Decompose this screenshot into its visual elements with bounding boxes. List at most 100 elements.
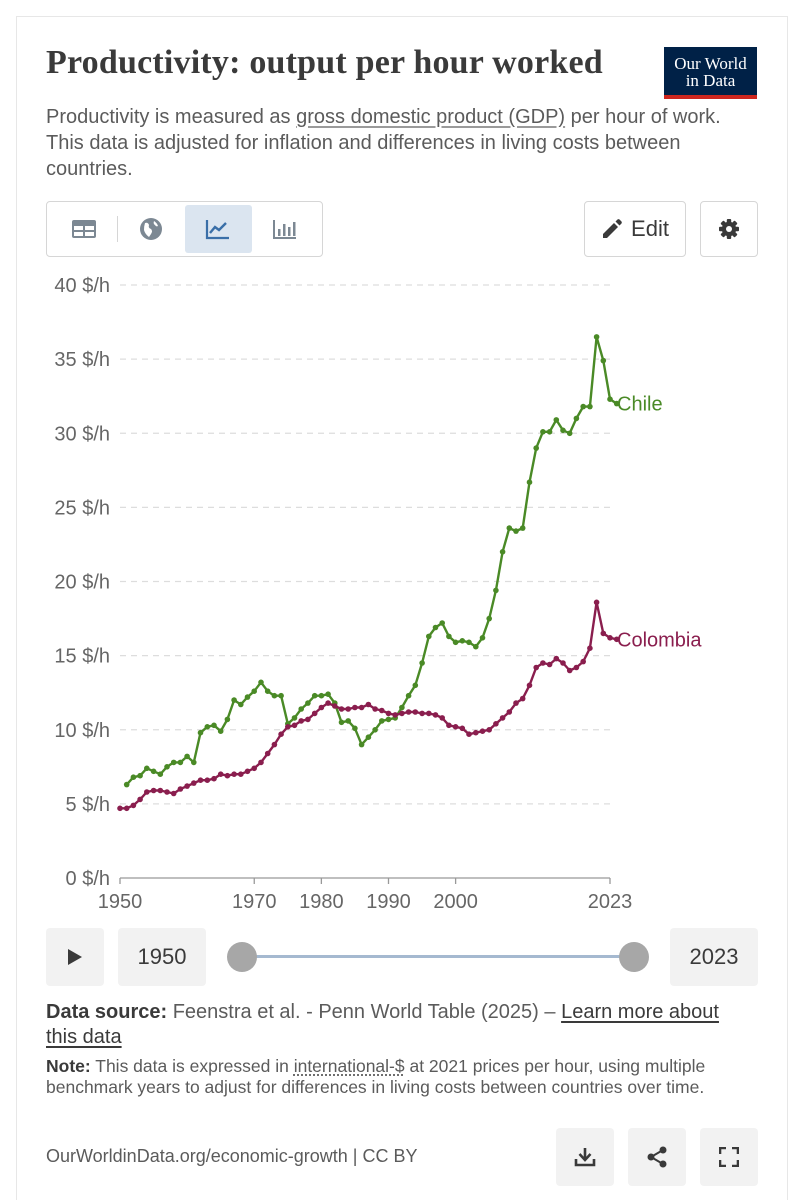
data-point-colombia[interactable] <box>217 771 224 777</box>
data-point-chile[interactable] <box>560 427 566 434</box>
data-point-chile[interactable] <box>184 753 190 760</box>
data-point-chile[interactable] <box>506 525 513 531</box>
data-point-chile[interactable] <box>493 587 499 594</box>
data-point-chile[interactable] <box>144 765 150 772</box>
data-point-chile[interactable] <box>271 692 278 699</box>
data-point-colombia[interactable] <box>197 777 204 783</box>
series-line-chile[interactable] <box>125 335 618 786</box>
data-point-chile[interactable] <box>123 781 130 788</box>
data-point-chile[interactable] <box>580 403 586 410</box>
data-point-colombia[interactable] <box>499 715 506 721</box>
data-point-chile[interactable] <box>325 691 331 697</box>
data-point-colombia[interactable] <box>291 722 298 729</box>
data-point-chile[interactable] <box>358 741 365 748</box>
data-point-chile[interactable] <box>519 525 526 531</box>
data-point-colombia[interactable] <box>365 701 372 708</box>
data-point-colombia[interactable] <box>546 661 553 668</box>
data-point-colombia[interactable] <box>164 789 170 795</box>
data-point-colombia[interactable] <box>231 771 237 777</box>
gdp-link[interactable]: gross domestic product (GDP) <box>296 106 566 128</box>
data-point-colombia[interactable] <box>385 710 392 717</box>
tab-table[interactable] <box>50 205 117 253</box>
data-point-chile[interactable] <box>311 692 318 699</box>
data-point-colombia[interactable] <box>258 759 264 766</box>
owid-logo[interactable]: Our World in Data <box>664 47 757 99</box>
data-point-chile[interactable] <box>546 429 553 435</box>
data-point-colombia[interactable] <box>204 777 211 783</box>
data-point-colombia[interactable] <box>560 660 566 666</box>
data-point-colombia[interactable] <box>573 664 580 671</box>
data-point-chile[interactable] <box>372 727 378 733</box>
data-point-colombia[interactable] <box>332 703 338 709</box>
end-year-box[interactable]: 2023 <box>670 928 758 986</box>
data-point-colombia[interactable] <box>184 783 190 789</box>
data-point-chile[interactable] <box>379 718 385 724</box>
data-point-chile[interactable] <box>426 633 432 640</box>
data-point-colombia[interactable] <box>285 724 291 730</box>
data-point-chile[interactable] <box>533 445 539 451</box>
data-point-colombia[interactable] <box>412 709 419 715</box>
data-point-colombia[interactable] <box>540 660 546 666</box>
data-point-chile[interactable] <box>439 620 446 626</box>
data-point-colombia[interactable] <box>479 728 486 734</box>
data-point-chile[interactable] <box>593 334 600 340</box>
data-point-chile[interactable] <box>499 549 506 555</box>
data-point-chile[interactable] <box>157 771 164 777</box>
data-point-chile[interactable] <box>338 719 345 726</box>
learn-more-link[interactable]: Learn more about this data <box>46 1001 719 1048</box>
data-point-colombia[interactable] <box>123 805 130 812</box>
data-point-colombia[interactable] <box>305 716 311 723</box>
data-point-chile[interactable] <box>352 725 358 732</box>
tab-map[interactable] <box>118 205 185 253</box>
data-point-colombia[interactable] <box>191 780 197 786</box>
data-point-colombia[interactable] <box>150 787 157 794</box>
data-point-chile[interactable] <box>553 417 560 423</box>
data-point-chile[interactable] <box>238 701 244 708</box>
fullscreen-button[interactable] <box>700 1128 758 1186</box>
data-point-chile[interactable] <box>137 772 143 779</box>
data-point-chile[interactable] <box>204 724 211 730</box>
data-point-chile[interactable] <box>432 624 439 631</box>
data-point-chile[interactable] <box>607 396 613 403</box>
data-point-colombia[interactable] <box>473 729 479 736</box>
data-point-chile[interactable] <box>264 688 271 694</box>
data-point-colombia[interactable] <box>506 709 513 715</box>
data-point-colombia[interactable] <box>513 700 519 706</box>
data-point-chile[interactable] <box>466 639 472 646</box>
data-point-chile[interactable] <box>318 692 325 699</box>
data-point-colombia[interactable] <box>587 645 593 651</box>
data-point-colombia[interactable] <box>224 772 231 779</box>
data-point-colombia[interactable] <box>298 718 305 724</box>
data-point-chile[interactable] <box>177 759 184 766</box>
data-point-chile[interactable] <box>305 700 311 706</box>
data-point-chile[interactable] <box>258 679 264 686</box>
data-point-colombia[interactable] <box>345 706 352 712</box>
data-point-chile[interactable] <box>345 718 352 724</box>
download-button[interactable] <box>556 1128 614 1186</box>
data-point-colombia[interactable] <box>392 712 399 718</box>
data-point-colombia[interactable] <box>466 731 472 737</box>
data-point-chile[interactable] <box>419 660 425 666</box>
data-point-colombia[interactable] <box>446 722 452 729</box>
international-dollar-link[interactable]: international-$ <box>293 1056 405 1076</box>
data-point-chile[interactable] <box>191 759 197 766</box>
data-point-colombia[interactable] <box>352 704 358 711</box>
data-point-chile[interactable] <box>587 403 593 410</box>
data-point-chile[interactable] <box>513 528 519 534</box>
edit-button[interactable]: Edit <box>584 201 686 257</box>
data-point-chile[interactable] <box>459 638 466 644</box>
data-point-chile[interactable] <box>613 400 620 407</box>
data-point-chile[interactable] <box>573 415 580 422</box>
data-point-colombia[interactable] <box>311 710 318 717</box>
data-point-colombia[interactable] <box>405 709 412 715</box>
data-point-chile[interactable] <box>473 643 479 650</box>
data-point-colombia[interactable] <box>439 715 446 721</box>
data-point-chile[interactable] <box>479 635 486 641</box>
data-point-colombia[interactable] <box>553 655 560 662</box>
data-point-chile[interactable] <box>412 682 419 689</box>
data-point-chile[interactable] <box>600 357 607 364</box>
data-point-colombia[interactable] <box>566 667 573 674</box>
data-point-chile[interactable] <box>298 706 305 712</box>
data-point-colombia[interactable] <box>211 775 217 782</box>
data-point-colombia[interactable] <box>613 636 620 643</box>
